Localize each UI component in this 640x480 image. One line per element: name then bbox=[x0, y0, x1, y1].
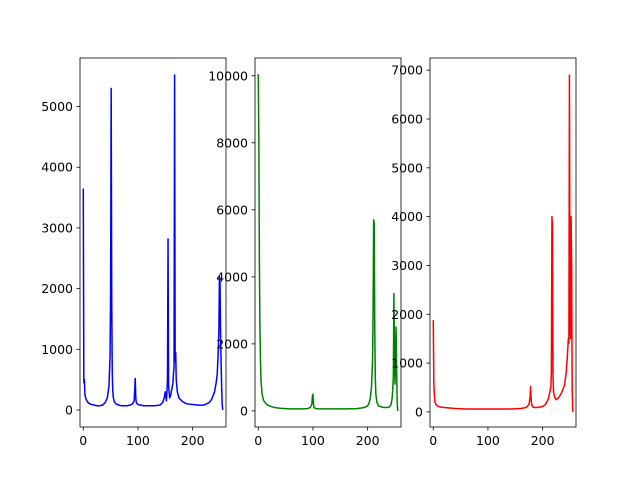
y-tick-label: 3000 bbox=[41, 220, 73, 235]
x-tick-label: 0 bbox=[79, 433, 87, 448]
axes-frame bbox=[429, 57, 577, 428]
x-tick-label: 100 bbox=[126, 433, 150, 448]
y-tick-label: 2000 bbox=[216, 336, 248, 351]
series-line bbox=[82, 74, 224, 411]
y-tick-label: 4000 bbox=[391, 209, 423, 224]
y-tick-label: 7000 bbox=[391, 63, 423, 78]
y-tick-label: 1000 bbox=[41, 342, 73, 357]
y-tick-label: 6000 bbox=[391, 112, 423, 127]
x-tick-label: 100 bbox=[476, 433, 500, 448]
axes-frame bbox=[254, 57, 402, 428]
y-tick-label: 0 bbox=[415, 404, 423, 419]
y-tick-label: 0 bbox=[65, 403, 73, 418]
y-tick-label: 2000 bbox=[391, 307, 423, 322]
x-tick-label: 200 bbox=[181, 433, 205, 448]
y-tick-label: 4000 bbox=[41, 160, 73, 175]
y-tick-label: 3000 bbox=[391, 258, 423, 273]
series-line bbox=[257, 74, 399, 411]
y-tick-label: 5000 bbox=[41, 99, 73, 114]
x-tick-label: 0 bbox=[429, 433, 437, 448]
axes-frame bbox=[79, 57, 227, 428]
series-line bbox=[432, 74, 574, 412]
x-tick-label: 100 bbox=[301, 433, 325, 448]
y-tick-label: 0 bbox=[240, 403, 248, 418]
y-tick-label: 1000 bbox=[391, 356, 423, 371]
x-tick-label: 200 bbox=[531, 433, 555, 448]
y-tick-label: 5000 bbox=[391, 160, 423, 175]
y-tick-label: 10000 bbox=[208, 68, 248, 83]
y-tick-label: 4000 bbox=[216, 269, 248, 284]
y-tick-label: 6000 bbox=[216, 202, 248, 217]
y-tick-label: 2000 bbox=[41, 281, 73, 296]
y-tick-label: 8000 bbox=[216, 135, 248, 150]
x-tick-label: 200 bbox=[356, 433, 380, 448]
x-tick-label: 0 bbox=[254, 433, 262, 448]
